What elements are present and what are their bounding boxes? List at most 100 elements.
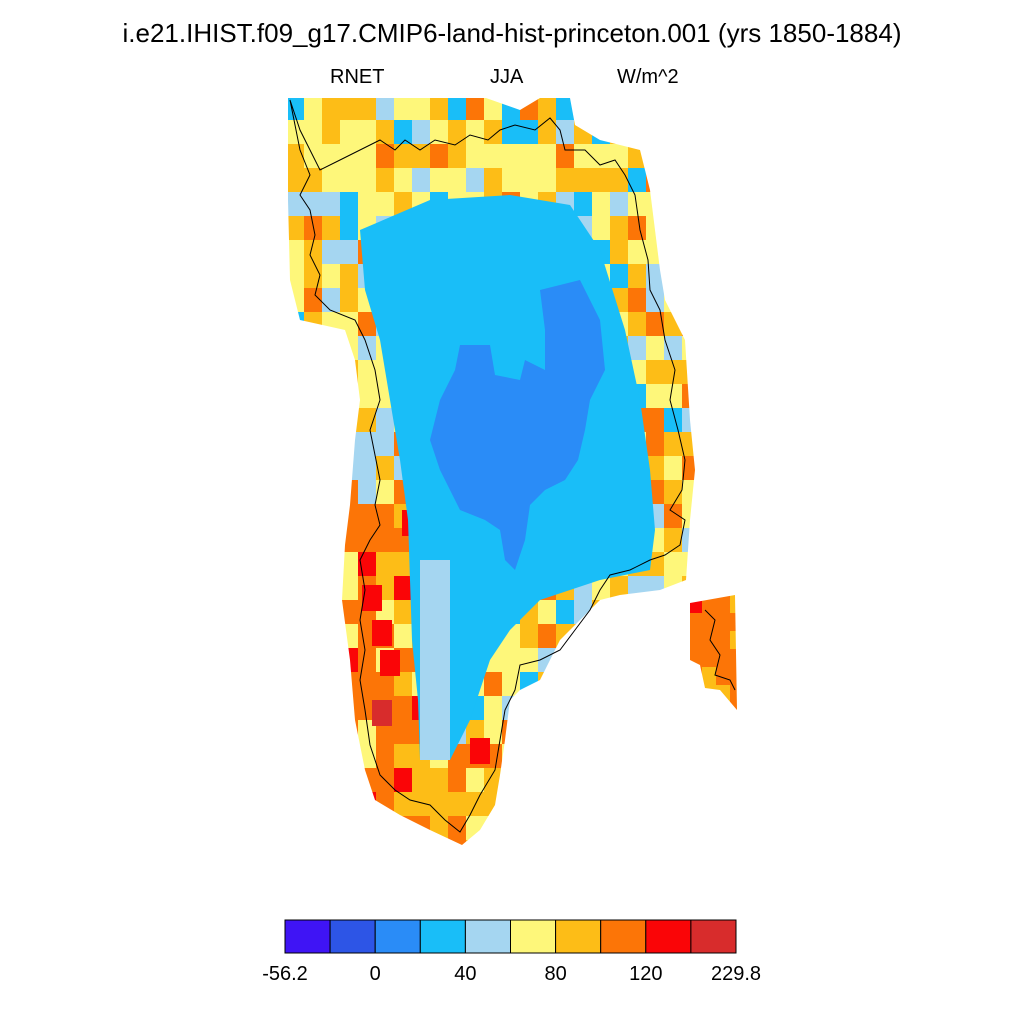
coastal-cell [376, 528, 394, 552]
coastal-cell [646, 264, 664, 288]
coastal-cell [376, 480, 394, 504]
coastal-cell [340, 552, 358, 576]
coastal-cell [448, 120, 466, 144]
coastal-cell [376, 120, 394, 144]
coastal-cell [664, 408, 682, 432]
coastal-cell [610, 192, 628, 216]
colorbar-swatch [284, 919, 331, 954]
coastal-cell [376, 432, 394, 456]
coastal-cell [394, 624, 412, 648]
plot-title: i.e21.IHIST.f09_g17.CMIP6-land-hist-prin… [122, 18, 902, 48]
coastal-cell [448, 168, 466, 192]
coastal-cell [394, 552, 412, 576]
coastal-cell [412, 120, 430, 144]
coastal-cell [340, 192, 358, 216]
coastal-cell [646, 336, 664, 360]
colorbar-swatch [374, 919, 421, 954]
coastal-cell [322, 192, 340, 216]
east-cell [730, 613, 737, 631]
coastal-cell [646, 384, 664, 408]
coastal-cell [288, 216, 304, 240]
coastal-cell [304, 120, 322, 144]
coastal-cell [376, 408, 394, 432]
coastal-cell [322, 98, 340, 120]
coastal-cell [502, 168, 520, 192]
colorbar-swatch [600, 919, 647, 954]
coastal-cell [394, 720, 412, 744]
coastal-cell [448, 98, 466, 120]
coastal-cell [358, 720, 376, 744]
coastal-cell [322, 240, 340, 264]
coastal-cell [628, 312, 646, 336]
coastal-cell [484, 768, 502, 792]
coastal-cell [376, 504, 394, 528]
colorbar-swatch [645, 919, 692, 954]
coastal-cell [610, 216, 628, 240]
coastal-cell [520, 168, 538, 192]
coastal-cell [358, 360, 376, 384]
coastal-cell [592, 168, 610, 192]
coastal-cell [288, 264, 304, 288]
coastal-cell [412, 98, 430, 120]
coastal-cell [358, 456, 376, 480]
coastal-cell [430, 144, 448, 168]
coastal-cell [646, 360, 664, 384]
coastal-cell [288, 240, 304, 264]
coastal-cell [394, 576, 412, 600]
coastal-cell [574, 192, 592, 216]
east-cell [690, 631, 702, 649]
coastal-cell [358, 120, 376, 144]
coastal-cell [394, 672, 412, 696]
coastal-cell [322, 264, 340, 288]
coastal-cell [556, 168, 574, 192]
coastal-cell [430, 120, 448, 144]
coastal-cell [358, 480, 376, 504]
coastal-cell [340, 576, 358, 600]
coastal-cell [484, 120, 502, 144]
coastal-cell [358, 98, 376, 120]
coastal-cell [358, 552, 376, 576]
coastal-cell [484, 144, 502, 168]
colorbar-swatch [555, 919, 602, 954]
east-cell [730, 649, 737, 667]
units-label: W/m^2 [617, 66, 679, 88]
coastal-cell [394, 768, 412, 792]
coastal-cell [556, 98, 574, 120]
coastal-cell [646, 456, 664, 480]
season-label: JJA [490, 66, 524, 88]
coastal-cell [322, 168, 340, 192]
coastal-cell [358, 168, 376, 192]
hotspot-cell [372, 620, 392, 646]
coastal-cell [412, 144, 430, 168]
coastal-cell [376, 744, 394, 768]
coastal-cell [520, 120, 538, 144]
coastal-cell [538, 624, 556, 648]
coastal-cell [358, 192, 376, 216]
coastal-cell [340, 98, 358, 120]
colorbar-label: 0 [370, 963, 381, 985]
east-cell [716, 613, 730, 631]
east-cell [690, 613, 702, 631]
coastal-cell [358, 528, 376, 552]
coastal-cell [538, 98, 556, 120]
coastal-cell [646, 432, 664, 456]
east-cell [730, 595, 737, 613]
coastal-cell [664, 456, 682, 480]
coastal-cell [664, 360, 682, 384]
coastal-cell [304, 288, 322, 312]
coastal-cell [466, 144, 484, 168]
coastal-cell [394, 600, 412, 624]
coastal-cell [376, 144, 394, 168]
coastal-cell [430, 768, 448, 792]
east-cell [716, 667, 730, 685]
colorbar-swatch [329, 919, 376, 954]
coastal-cell [340, 120, 358, 144]
colorbar-swatch [690, 919, 737, 954]
coastal-cell [664, 384, 682, 408]
coastal-cell [502, 120, 520, 144]
coastal-cell [304, 216, 322, 240]
coastal-cell [340, 600, 358, 624]
coastal-cell [430, 98, 448, 120]
coastal-cell [322, 216, 340, 240]
